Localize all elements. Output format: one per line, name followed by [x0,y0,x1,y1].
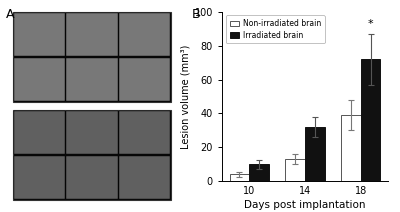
Bar [305,127,324,181]
Bar [361,59,380,181]
Legend: Non-irradiated brain, Irradiated brain: Non-irradiated brain, Irradiated brain [226,15,325,43]
Bar [66,58,118,101]
Bar [14,156,65,199]
Bar [249,164,269,181]
Text: *: * [368,19,374,29]
Bar [119,13,170,56]
Bar [119,111,170,154]
Bar [13,110,171,200]
Bar [14,111,65,154]
Bar [286,159,305,181]
Y-axis label: Lesion volume (mm³): Lesion volume (mm³) [180,44,190,149]
Bar [13,12,171,102]
X-axis label: Days post implantation: Days post implantation [244,200,366,210]
Bar [14,58,65,101]
Bar [341,115,361,181]
Bar [66,13,118,56]
Text: A: A [6,8,14,21]
Text: B: B [192,8,201,21]
Bar [66,111,118,154]
Bar [66,156,118,199]
Bar [119,58,170,101]
Bar [14,13,65,56]
Bar [230,174,249,181]
Bar [119,156,170,199]
